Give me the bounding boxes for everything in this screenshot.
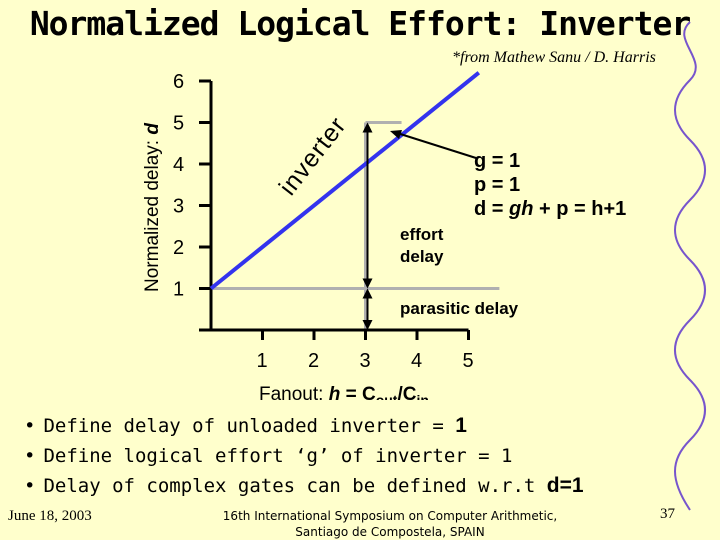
y-tick-label: 5 xyxy=(173,113,184,135)
series-group xyxy=(209,71,481,291)
y-tick-label: 4 xyxy=(173,154,184,176)
equation-d: d = gh + p = h+1 xyxy=(474,198,627,220)
tick-labels: 1 2 3 4 5 6 1 2 3 4 5 xyxy=(173,71,474,372)
y-axis-label-text: Normalized delay: xyxy=(142,135,163,292)
equation-g: g = 1 xyxy=(474,150,521,172)
effort-delay-label-2: delay xyxy=(400,247,444,266)
y-axis-label-var: d xyxy=(142,123,163,135)
footer-date: June 18, 2003 xyxy=(8,508,92,524)
bullet-item: Delay of complex gates can be defined w.… xyxy=(24,471,583,501)
bullet-item: Define logical effort ‘g’ of inverter = … xyxy=(24,441,584,471)
y-tick-label: 2 xyxy=(173,237,184,259)
series-line-inverter xyxy=(209,71,481,291)
y-tick-label: 1 xyxy=(173,279,184,301)
pointer-head xyxy=(390,130,402,139)
x-tick-label: 5 xyxy=(463,350,474,372)
x-axis-label-h: h xyxy=(329,384,341,400)
slide-title: Normalized Logical Effort: Inverter xyxy=(29,4,691,43)
x-tick-label: 4 xyxy=(411,350,422,372)
x-tick-label: 1 xyxy=(257,350,268,372)
bullet-list: Define delay of unloaded inverter = 1 De… xyxy=(24,411,584,501)
series-label-inverter: inverter xyxy=(274,111,352,200)
parasitic-arrow-head-bottom xyxy=(362,320,373,330)
x-axis-label-text: Fanout: xyxy=(259,384,329,400)
equation-p: p = 1 xyxy=(474,174,521,196)
x-axis-label-slash: /C xyxy=(397,384,416,400)
x-axis-label-eq: = C xyxy=(340,384,376,400)
bullet-item: Define delay of unloaded inverter = 1 xyxy=(24,411,584,441)
x-axis-label-sub1: out xyxy=(376,392,398,400)
parasitic-arrow-head-top xyxy=(362,288,373,299)
y-tick-label: 6 xyxy=(173,71,184,93)
y-tick-label: 3 xyxy=(173,196,184,218)
x-tick-label: 2 xyxy=(308,350,319,372)
effort-delay-label-1: effort xyxy=(400,225,444,244)
x-axis-label-sub2: in xyxy=(416,392,428,400)
parasitic-delay-label: parasitic delay xyxy=(400,299,519,318)
pointer-line xyxy=(393,131,477,159)
x-axis-label: Fanout: h = Cout/Cin xyxy=(259,384,429,400)
effort-arrow-head-bottom xyxy=(362,278,373,289)
decorative-squiggle xyxy=(674,21,706,511)
chart-svg: 1 2 3 4 5 6 1 2 3 4 5 Normalized delay: d Fanout: … xyxy=(142,71,519,400)
x-tick-label: 3 xyxy=(360,350,371,372)
annotations xyxy=(362,122,477,330)
effort-arrow-head-top xyxy=(362,122,373,133)
equations: g = 1 p = 1 d = gh + p = h+1 xyxy=(474,149,626,221)
source-credit: *from Mathew Sanu / D. Harris xyxy=(452,49,656,66)
footer-conference: 16th International Symposium on Computer… xyxy=(222,509,558,539)
page-number: 37 xyxy=(660,506,675,522)
y-axis-label: Normalized delay: d xyxy=(142,123,163,292)
